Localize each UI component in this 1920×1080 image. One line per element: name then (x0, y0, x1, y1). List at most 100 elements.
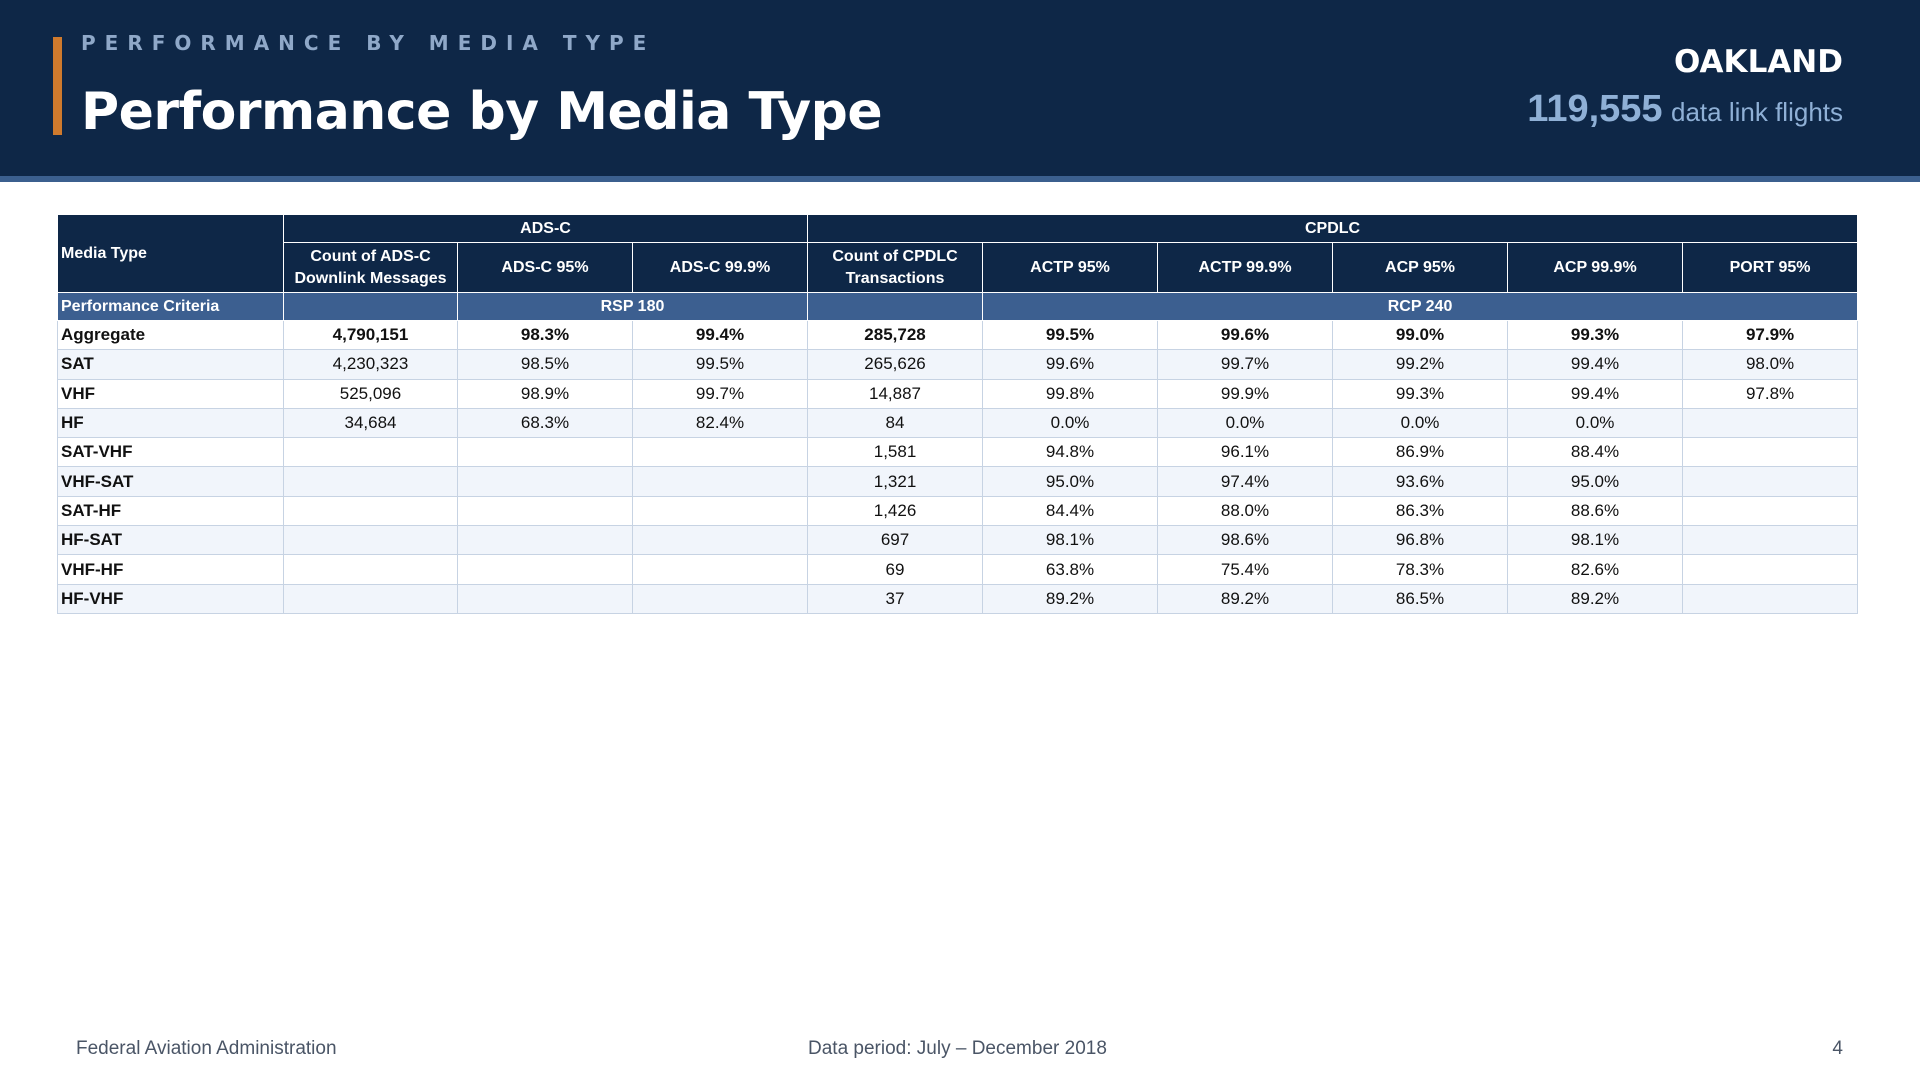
table-cell: 98.1% (1507, 525, 1684, 556)
table-row: HF 34,684 68.3% 82.4% 84 0.0% 0.0% 0.0% 0.0% (57, 407, 1859, 439)
performance-criteria-row: Performance Criteria RSP 180 RCP 240 (57, 292, 1859, 321)
table-cell: 1,321 (807, 466, 984, 497)
table-cell (1682, 554, 1859, 585)
table-cell (631, 495, 809, 527)
table-cell: 98.1% (982, 525, 1159, 556)
table-cell (1682, 437, 1859, 468)
table-cell (283, 437, 458, 468)
table-cell: 89.2% (1157, 583, 1334, 614)
row-media-type: SAT (57, 349, 284, 380)
table-cell: 75.4% (1157, 554, 1334, 585)
table-cell: 84 (807, 407, 984, 439)
table-cell (283, 466, 458, 497)
table-cell (631, 466, 809, 497)
table-cell: 99.3% (1507, 319, 1684, 351)
table-cell: 99.0% (1332, 319, 1509, 351)
table-cell: 98.6% (1157, 525, 1334, 556)
row-media-type: HF (57, 407, 284, 439)
table-cell: 0.0% (1157, 407, 1334, 439)
table-cell: 82.6% (1507, 554, 1684, 585)
header-banner (0, 0, 1920, 176)
table-cell (1682, 525, 1859, 556)
table-cell (457, 583, 633, 614)
table-cell (457, 554, 633, 585)
table-row: Aggregate 4,790,151 98.3% 99.4% 285,728 99.5%… (57, 319, 1859, 351)
header-divider (0, 176, 1920, 182)
table-cell (283, 495, 458, 527)
column-header: Count of ADS-C Downlink Messages (283, 242, 458, 293)
performance-table-container: Media Type ADS-C CPDLC Count of ADS-C Do… (57, 214, 1859, 614)
table-cell: 34,684 (283, 407, 458, 439)
table-cell: 97.9% (1682, 319, 1859, 351)
performance-table: Media Type ADS-C CPDLC Count of ADS-C Do… (57, 214, 1859, 614)
table-cell (631, 525, 809, 556)
row-media-type: VHF (57, 378, 284, 409)
criteria-rcp: RCP 240 (982, 292, 1859, 321)
table-cell (457, 466, 633, 497)
table-cell: 68.3% (457, 407, 633, 439)
table-cell: 95.0% (982, 466, 1159, 497)
table-row: SAT-VHF 1,581 94.8% 96.1% 86.9% 88.4% (57, 437, 1859, 468)
table-cell: 697 (807, 525, 984, 556)
page-number: 4 (1832, 1038, 1843, 1059)
table-cell: 98.5% (457, 349, 633, 380)
table-cell (457, 525, 633, 556)
table-cell: 1,426 (807, 495, 984, 527)
table-cell (631, 554, 809, 585)
table-cell: 14,887 (807, 378, 984, 409)
row-media-type: HF-VHF (57, 583, 284, 614)
table-cell: 0.0% (1332, 407, 1509, 439)
adsc-group-header: ADS-C (282, 214, 809, 243)
table-cell: 0.0% (1507, 407, 1684, 439)
table-row: SAT 4,230,323 98.5% 99.5% 265,626 99.6% 99.7% 9… (57, 349, 1859, 380)
table-cell: 98.3% (457, 319, 633, 351)
table-cell: 99.6% (982, 349, 1159, 380)
table-row: VHF-SAT 1,321 95.0% 97.4% 93.6% 95.0% (57, 466, 1859, 497)
column-header: ADS-C 95% (457, 242, 633, 293)
table-cell: 94.8% (982, 437, 1159, 468)
column-header: PORT 95% (1682, 242, 1859, 293)
flights-summary: 119,555 data link flights (1527, 88, 1843, 131)
media-type-header: Media Type (57, 214, 284, 293)
table-cell: 93.6% (1332, 466, 1509, 497)
table-cell: 99.3% (1332, 378, 1509, 409)
table-cell: 99.6% (1157, 319, 1334, 351)
row-media-type: Aggregate (57, 319, 284, 351)
column-header: ACP 95% (1332, 242, 1509, 293)
table-cell: 1,581 (807, 437, 984, 468)
column-header: Count of CPDLC Transactions (807, 242, 984, 293)
column-header: ACP 99.9% (1507, 242, 1684, 293)
section-kicker: PERFORMANCE BY MEDIA TYPE (81, 31, 656, 55)
row-media-type: VHF-SAT (57, 466, 284, 497)
table-cell: 99.2% (1332, 349, 1509, 380)
table-cell: 265,626 (807, 349, 984, 380)
table-cell (631, 437, 809, 468)
table-cell (283, 583, 458, 614)
table-cell (457, 495, 633, 527)
criteria-empty (807, 292, 984, 321)
table-cell: 37 (807, 583, 984, 614)
table-cell: 99.4% (631, 319, 809, 351)
footer-organization: Federal Aviation Administration (76, 1038, 337, 1059)
table-cell: 99.9% (1157, 378, 1334, 409)
table-cell: 86.3% (1332, 495, 1509, 527)
table-cell: 88.6% (1507, 495, 1684, 527)
table-cell: 4,230,323 (283, 349, 458, 380)
table-cell: 89.2% (1507, 583, 1684, 614)
table-cell: 69 (807, 554, 984, 585)
table-cell: 96.1% (1157, 437, 1334, 468)
row-media-type: HF-SAT (57, 525, 284, 556)
footer-data-period: Data period: July – December 2018 (808, 1038, 1107, 1059)
table-row: HF-SAT 697 98.1% 98.6% 96.8% 98.1% (57, 525, 1859, 556)
table-cell: 99.7% (631, 378, 809, 409)
criteria-rsp: RSP 180 (456, 292, 809, 321)
page-title: Performance by Media Type (81, 82, 883, 142)
flights-label: data link flights (1671, 97, 1843, 127)
cpdlc-group-header: CPDLC (807, 214, 1859, 243)
table-cell: 99.8% (982, 378, 1159, 409)
table-cell (283, 554, 458, 585)
table-cell (1682, 495, 1859, 527)
table-cell: 4,790,151 (283, 319, 458, 351)
table-row: SAT-HF 1,426 84.4% 88.0% 86.3% 88.6% (57, 495, 1859, 527)
row-media-type: VHF-HF (57, 554, 284, 585)
